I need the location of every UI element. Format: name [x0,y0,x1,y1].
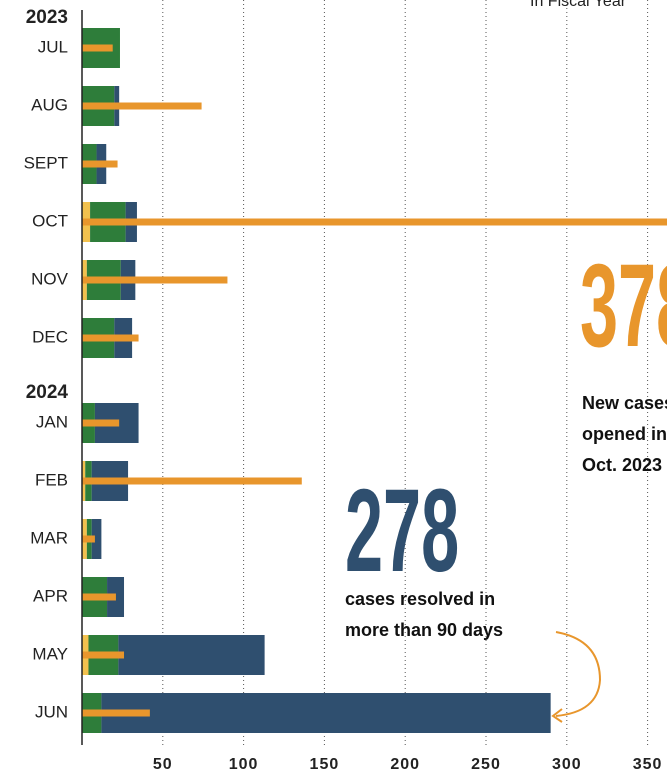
y-tick-label: MAY [32,644,68,663]
arrow [555,631,602,717]
y-tick-label: FEB [35,470,68,489]
annotation-text: New cases [582,393,667,413]
new-cases-bar [82,102,202,110]
x-tick-label: 250 [471,756,501,773]
new-cases-bar [82,160,118,168]
y-tick-label: SEPT [24,153,68,172]
y-tick-label: OCT [32,211,68,230]
new-cases-bar [82,276,228,284]
new-cases-bar [82,709,150,717]
new-cases-bar [82,477,302,485]
x-tick-label: 150 [310,756,340,773]
y-tick-label: APR [33,586,68,605]
annotation-text: Oct. 2023 [582,455,662,475]
bar-segment [91,519,102,559]
y-tick-label: DEC [32,327,68,346]
bar-segment [101,693,551,733]
x-tick-label: 50 [153,756,173,773]
annotation-number: 278 [345,466,459,597]
new-cases-bar [82,44,113,52]
annotation: 378 New cases opened in Oct. 2023 [580,241,667,475]
new-cases-bar [82,593,116,601]
x-tick-label: 100 [229,756,259,773]
y-tick-label: JUN [35,702,68,721]
new-cases-bar [82,419,120,427]
x-tick-label: 300 [552,756,582,773]
annotation-text: cases resolved in [345,589,495,609]
new-cases-bar [82,218,667,226]
bar-segment [118,635,265,675]
new-cases-bar [82,535,95,543]
y-tick-label: JUL [38,37,68,56]
x-tick-label: 350 [633,756,663,773]
arrow-head [551,708,563,723]
annotation-text: opened in [582,424,667,444]
new-cases-bar [82,651,125,659]
year-label: 2023 [26,7,68,28]
y-tick-label: MAR [30,528,68,547]
annotation-text: more than 90 days [345,620,503,640]
y-tick-label: JAN [36,412,68,431]
y-tick-label: AUG [31,95,68,114]
subtitle: In Fiscal Year [530,0,627,10]
new-cases-bar [82,334,139,342]
annotation-number: 378 [580,241,667,372]
y-tick-label: NOV [31,269,69,288]
x-tick-label: 200 [390,756,420,773]
year-label: 2024 [26,382,69,403]
